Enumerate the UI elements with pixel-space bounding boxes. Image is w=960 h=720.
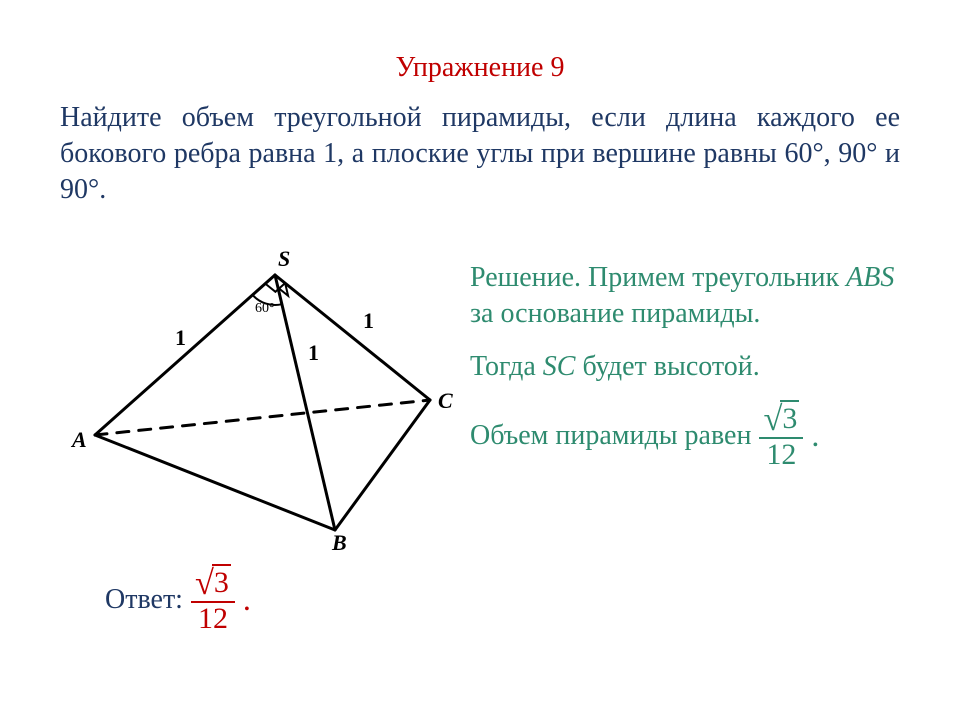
- problem-text: Найдите объем треугольной пирамиды, если…: [60, 100, 900, 207]
- solution-l2a: Тогда: [470, 351, 543, 382]
- triangle-ABS: ABS: [846, 262, 894, 293]
- svg-text:1: 1: [175, 325, 186, 350]
- answer-label: Ответ:: [105, 584, 183, 616]
- solution-l1-rest: Примем треугольник: [581, 262, 846, 293]
- denominator-answer: 12: [191, 603, 235, 635]
- solution-line-1: Решение. Примем треугольник ABS за основ…: [470, 260, 920, 333]
- svg-text:S: S: [278, 250, 290, 271]
- volume-fraction: √3 12: [759, 401, 803, 471]
- answer-fraction: √3 12: [191, 565, 235, 635]
- svg-text:1: 1: [363, 308, 374, 333]
- solution-line-2: Тогда SC будет высотой.: [470, 349, 920, 385]
- solution-l1-end: за основание пирамиды.: [470, 298, 760, 329]
- solution-block: Решение. Примем треугольник ABS за основ…: [470, 260, 920, 471]
- solution-l2b: будет высотой.: [575, 351, 759, 382]
- svg-text:60°: 60°: [255, 301, 275, 316]
- radicand-solution: 3: [780, 400, 799, 435]
- exercise-title: Упражнение 9: [0, 52, 960, 84]
- answer-period: .: [243, 581, 251, 618]
- solution-line-3: Объем пирамиды равен √3 12 .: [470, 401, 920, 471]
- sqrt-3-solution: √3: [763, 401, 799, 437]
- edge-SC: SC: [543, 351, 576, 382]
- denominator-solution: 12: [759, 439, 803, 471]
- pyramid-figure: S A B C 1 1 1 60°: [60, 250, 460, 560]
- radicand-answer: 3: [212, 564, 231, 599]
- sqrt-3-answer: √3: [195, 565, 231, 601]
- answer-block: Ответ: √3 12 .: [105, 565, 251, 635]
- solution-l3-text: Объем пирамиды равен: [470, 418, 751, 454]
- solution-prefix: Решение.: [470, 262, 581, 293]
- solution-period: .: [811, 415, 819, 457]
- svg-text:C: C: [438, 388, 453, 413]
- svg-text:B: B: [331, 530, 347, 555]
- svg-text:1: 1: [308, 340, 319, 365]
- svg-text:A: A: [70, 427, 87, 452]
